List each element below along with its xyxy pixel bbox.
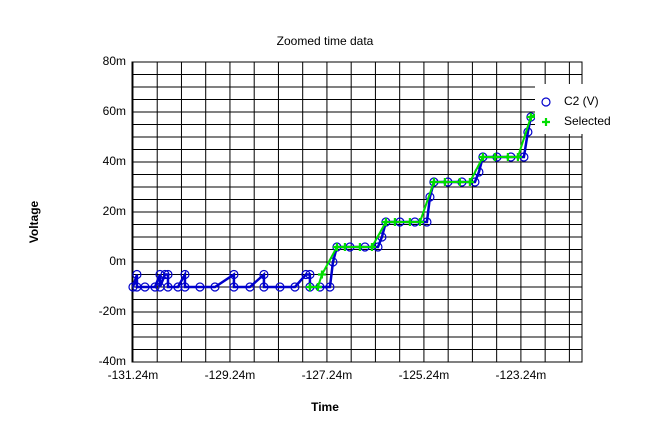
point — [210, 282, 220, 292]
point — [415, 218, 424, 226]
x-tick-label: -123.24m — [496, 368, 547, 382]
point — [332, 243, 341, 251]
point — [478, 153, 487, 161]
y-tick-label: -20m — [99, 304, 126, 318]
point — [173, 282, 183, 292]
x-tick-label: -125.24m — [399, 368, 450, 382]
point — [259, 269, 269, 280]
point — [405, 218, 414, 226]
point — [325, 282, 335, 292]
point — [290, 282, 300, 292]
point — [305, 283, 314, 291]
chart-title: Zoomed time data — [277, 34, 374, 48]
point — [513, 153, 522, 161]
point — [150, 282, 160, 292]
legend-box — [535, 84, 620, 134]
x-axis-label: Time — [311, 400, 339, 414]
point — [313, 283, 322, 291]
point — [301, 269, 311, 280]
point — [367, 243, 376, 251]
x-tick-label: -127.24m — [302, 368, 353, 382]
legend-label: C2 (V) — [564, 94, 599, 108]
y-tick-label: 0m — [109, 254, 126, 268]
point — [229, 282, 239, 292]
point — [490, 153, 499, 161]
y-tick-label: 60m — [103, 104, 126, 118]
point — [163, 269, 173, 280]
y-tick-label: 20m — [103, 204, 126, 218]
series-line — [309, 91, 581, 288]
point — [163, 282, 173, 292]
point — [355, 243, 364, 251]
point — [259, 282, 269, 292]
point — [160, 269, 170, 280]
x-tick-label: -131.24m — [108, 368, 159, 382]
point — [275, 282, 285, 292]
point — [317, 270, 326, 279]
point — [180, 269, 190, 280]
legend-marker — [541, 97, 551, 107]
point — [132, 269, 142, 280]
legend-label: Selected — [564, 114, 611, 128]
point — [526, 113, 535, 121]
point — [429, 178, 438, 186]
point — [503, 153, 512, 161]
point — [465, 178, 474, 186]
y-tick-label: 40m — [103, 154, 126, 168]
y-tick-label: 80m — [103, 54, 126, 68]
point — [195, 282, 205, 292]
point — [128, 282, 138, 292]
point — [440, 178, 449, 186]
point — [180, 282, 190, 292]
point — [245, 282, 255, 292]
y-tick-label: -40m — [99, 354, 126, 368]
legend-marker — [542, 118, 550, 126]
point — [140, 282, 150, 292]
x-tick-label: -129.24m — [205, 368, 256, 382]
point — [455, 178, 464, 186]
point — [340, 243, 349, 251]
point — [381, 218, 390, 226]
point — [390, 218, 399, 226]
y-axis-label: Voltage — [27, 200, 41, 243]
point — [305, 269, 315, 280]
point — [229, 269, 239, 280]
